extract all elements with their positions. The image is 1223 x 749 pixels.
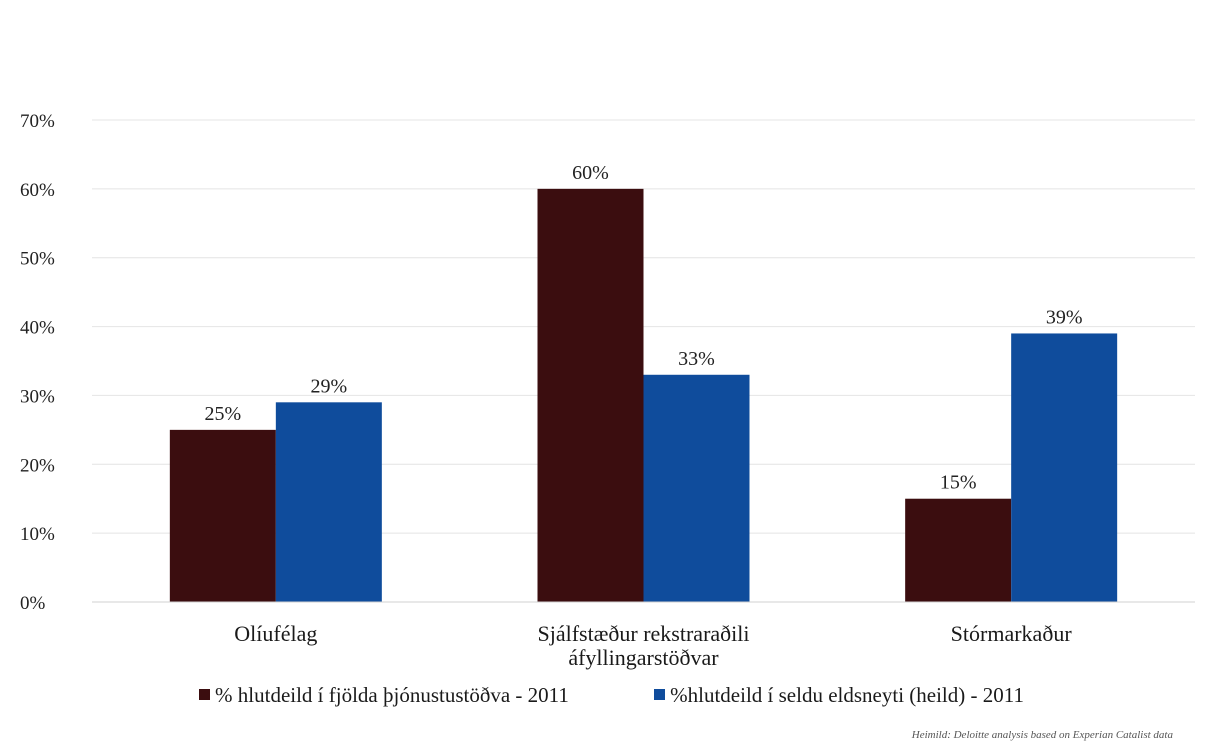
bar-value-label: 33% (678, 348, 715, 370)
y-axis: 0% 10% 20% 30% 40% 50% 60% 70% (20, 111, 55, 614)
bar-value-label: 25% (204, 403, 241, 425)
bars: 25% 29% 60% 33% 15% 39% (169, 162, 1118, 602)
bar-value-label: 29% (310, 375, 347, 397)
bar-value-label: 15% (940, 472, 977, 494)
legend-label-share-stations: % hlutdeild í fjölda þjónustustöðva - 20… (215, 683, 569, 707)
legend-swatch-share-fuel (654, 689, 666, 700)
y-tick-label: 40% (20, 318, 55, 339)
y-tick-label: 50% (20, 249, 55, 270)
bar (1011, 333, 1118, 602)
bar-value-label: 39% (1046, 306, 1083, 328)
legend: % hlutdeild í fjölda þjónustustöðva - 20… (0, 683, 1223, 708)
y-tick-label: 10% (20, 524, 55, 545)
bar (643, 374, 750, 602)
x-category-label: Stórmarkaður (951, 621, 1073, 646)
legend-item-share-stations: % hlutdeild í fjölda þjónustustöðva - 20… (199, 683, 569, 708)
bar (905, 498, 1012, 602)
x-axis: Olíufélag Sjálfstæður rekstraraðiliáfylli… (92, 601, 1195, 670)
source-note: Heimild: Deloitte analysis based on Expe… (911, 729, 1173, 741)
bar-value-label: 60% (572, 162, 609, 184)
y-tick-label: 30% (20, 386, 55, 407)
y-tick-label: 70% (20, 111, 55, 132)
legend-item-share-fuel: %hlutdeild í seldu eldsneyti (heild) - 2… (654, 683, 1024, 708)
bar (537, 188, 644, 602)
x-category-label: Sjálfstæður rekstraraðili (537, 621, 749, 646)
legend-swatch-share-stations (199, 689, 211, 700)
bar (275, 402, 382, 602)
legend-label-share-fuel: %hlutdeild í seldu eldsneyti (heild) - 2… (670, 683, 1024, 707)
bar (169, 429, 276, 602)
y-tick-label: 60% (20, 180, 55, 201)
x-category-label: Olíufélag (234, 621, 317, 646)
y-tick-label: 20% (20, 455, 55, 476)
bar-chart: 0% 10% 20% 30% 40% 50% 60% 70% 25% 29% 60% 33% 15% 3… (20, 111, 1195, 670)
x-category-label: áfyllingarstöðvar (568, 645, 719, 670)
y-tick-label: 0% (20, 593, 46, 614)
